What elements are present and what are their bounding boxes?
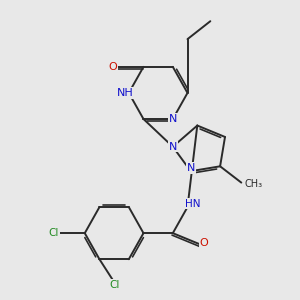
Text: Cl: Cl [109,280,119,290]
Text: O: O [200,238,208,248]
Text: N: N [169,114,177,124]
Text: HN: HN [184,199,200,209]
Text: N: N [169,142,177,152]
Text: CH₃: CH₃ [244,179,263,189]
Text: Cl: Cl [49,228,59,238]
Text: N: N [187,163,195,173]
Text: NH: NH [116,88,133,98]
Text: O: O [108,62,117,72]
